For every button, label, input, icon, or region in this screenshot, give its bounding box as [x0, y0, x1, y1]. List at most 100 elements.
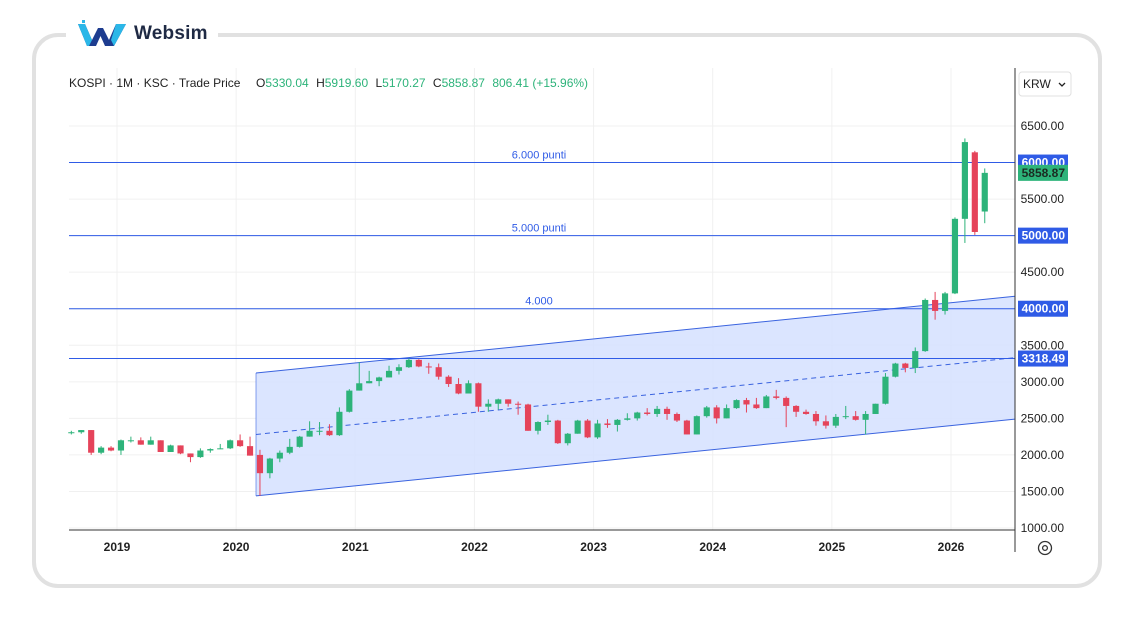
x-tick-label: 2020: [223, 540, 250, 554]
candle-body: [107, 447, 115, 451]
candle-body: [793, 405, 800, 412]
candle-body: [435, 367, 442, 377]
candle-body: [187, 453, 194, 458]
candle-body: [564, 433, 571, 444]
candle-body: [534, 422, 542, 431]
y-tick-label: 4500.00: [1021, 265, 1065, 279]
symbol-info[interactable]: KOSPI · 1M · KSC · Trade Price: [69, 76, 241, 90]
candle-body: [137, 440, 144, 445]
candle-body: [376, 377, 383, 382]
candle-body: [693, 416, 700, 435]
candle-body: [495, 399, 502, 404]
candle-body: [405, 359, 412, 368]
candle-body: [246, 446, 254, 456]
candle-body: [912, 351, 919, 368]
candle-body: [892, 363, 899, 377]
axes: 1000.00 1500.00 2000.00 2500.00 3000.00 3500.…: [69, 68, 1068, 554]
candle-body: [753, 404, 760, 409]
level-badge-bg: [1018, 350, 1068, 367]
candle-body: [237, 440, 244, 447]
level-badge: 3318.49: [1018, 350, 1068, 367]
candle-body: [207, 449, 214, 451]
candle-body: [902, 363, 909, 368]
candle-body: [227, 440, 234, 449]
candle-body: [584, 420, 591, 438]
currency-selector[interactable]: KRW: [1018, 71, 1072, 97]
candle-body: [276, 452, 283, 459]
x-tick-label: 2023: [580, 540, 607, 554]
candle-body: [941, 293, 949, 311]
ohlc-values: O5330.04 H5919.60 L5170.27 C5858.87 806.…: [256, 76, 588, 90]
candle-body: [971, 152, 978, 232]
candle-body: [157, 440, 164, 452]
candle-body: [932, 299, 939, 311]
y-tick-label: 6500.00: [1021, 119, 1065, 133]
candle-body: [455, 384, 462, 394]
candle-body: [485, 403, 492, 407]
channel-mid-line: [255, 357, 1016, 435]
level-badge-text: 5000.00: [1022, 229, 1066, 243]
candle-body: [445, 376, 452, 385]
candle-body: [544, 420, 551, 423]
candle-body: [475, 383, 482, 407]
currency-label: KRW: [1023, 77, 1051, 91]
candle-body: [415, 359, 422, 367]
candle-body: [286, 446, 293, 453]
candle-body: [683, 420, 690, 435]
candle-body: [306, 430, 313, 437]
y-tick-label: 2000.00: [1021, 448, 1065, 462]
candle-body: [842, 416, 849, 418]
candle-body: [713, 407, 720, 419]
candle-body: [505, 399, 512, 404]
last-price-badge-text: 5858.87: [1022, 166, 1066, 180]
candle-body: [167, 445, 174, 452]
candle-body: [981, 172, 988, 212]
channel-lower-line: [255, 418, 1016, 497]
candles: [68, 138, 988, 496]
candle-body: [356, 383, 363, 391]
candle-body: [98, 447, 105, 453]
candle-body: [743, 400, 750, 405]
candle-body: [515, 403, 522, 405]
level-badge-bg: [1018, 300, 1068, 317]
candle-body: [862, 413, 869, 420]
candle-body: [197, 450, 204, 458]
candle-body: [723, 408, 730, 419]
brand-logo: Websim: [66, 16, 218, 52]
level-badge-text: 3318.49: [1022, 352, 1066, 366]
candle-body: [127, 440, 134, 442]
last-price-badge-bg: [1018, 164, 1068, 181]
candle-body: [177, 445, 184, 454]
chevron-down-icon: [1058, 82, 1066, 87]
candle-body: [624, 418, 631, 420]
candle-body: [654, 408, 661, 414]
candle-body: [802, 411, 810, 414]
candle-body: [822, 421, 829, 426]
candle-body: [256, 454, 264, 474]
x-tick-label: 2019: [104, 540, 131, 554]
settings-icon[interactable]: [1037, 540, 1053, 556]
y-tick-label: 2500.00: [1021, 411, 1065, 425]
horizontal-levels: 6.000 punti 5.000 punti 4.000: [69, 150, 1015, 360]
candle-body: [385, 370, 393, 378]
candle-body: [326, 430, 333, 436]
candle-body: [68, 432, 75, 434]
candle-body: [296, 436, 303, 447]
candle-body: [872, 403, 879, 414]
level-badge-bg: [1018, 227, 1068, 244]
candle-body: [594, 423, 601, 438]
candle-body: [773, 396, 780, 398]
x-tick-label: 2026: [938, 540, 965, 554]
candle-body: [922, 299, 929, 352]
candle-body: [217, 448, 224, 450]
candle-body: [336, 411, 343, 436]
candle-body: [961, 142, 968, 219]
candle-body: [88, 430, 95, 453]
candle-body: [614, 419, 621, 425]
level-label: 4.000: [525, 296, 553, 308]
candle-body: [634, 412, 641, 419]
candle-body: [604, 423, 611, 425]
candle-body: [465, 383, 472, 394]
x-tick-label: 2021: [342, 540, 369, 554]
